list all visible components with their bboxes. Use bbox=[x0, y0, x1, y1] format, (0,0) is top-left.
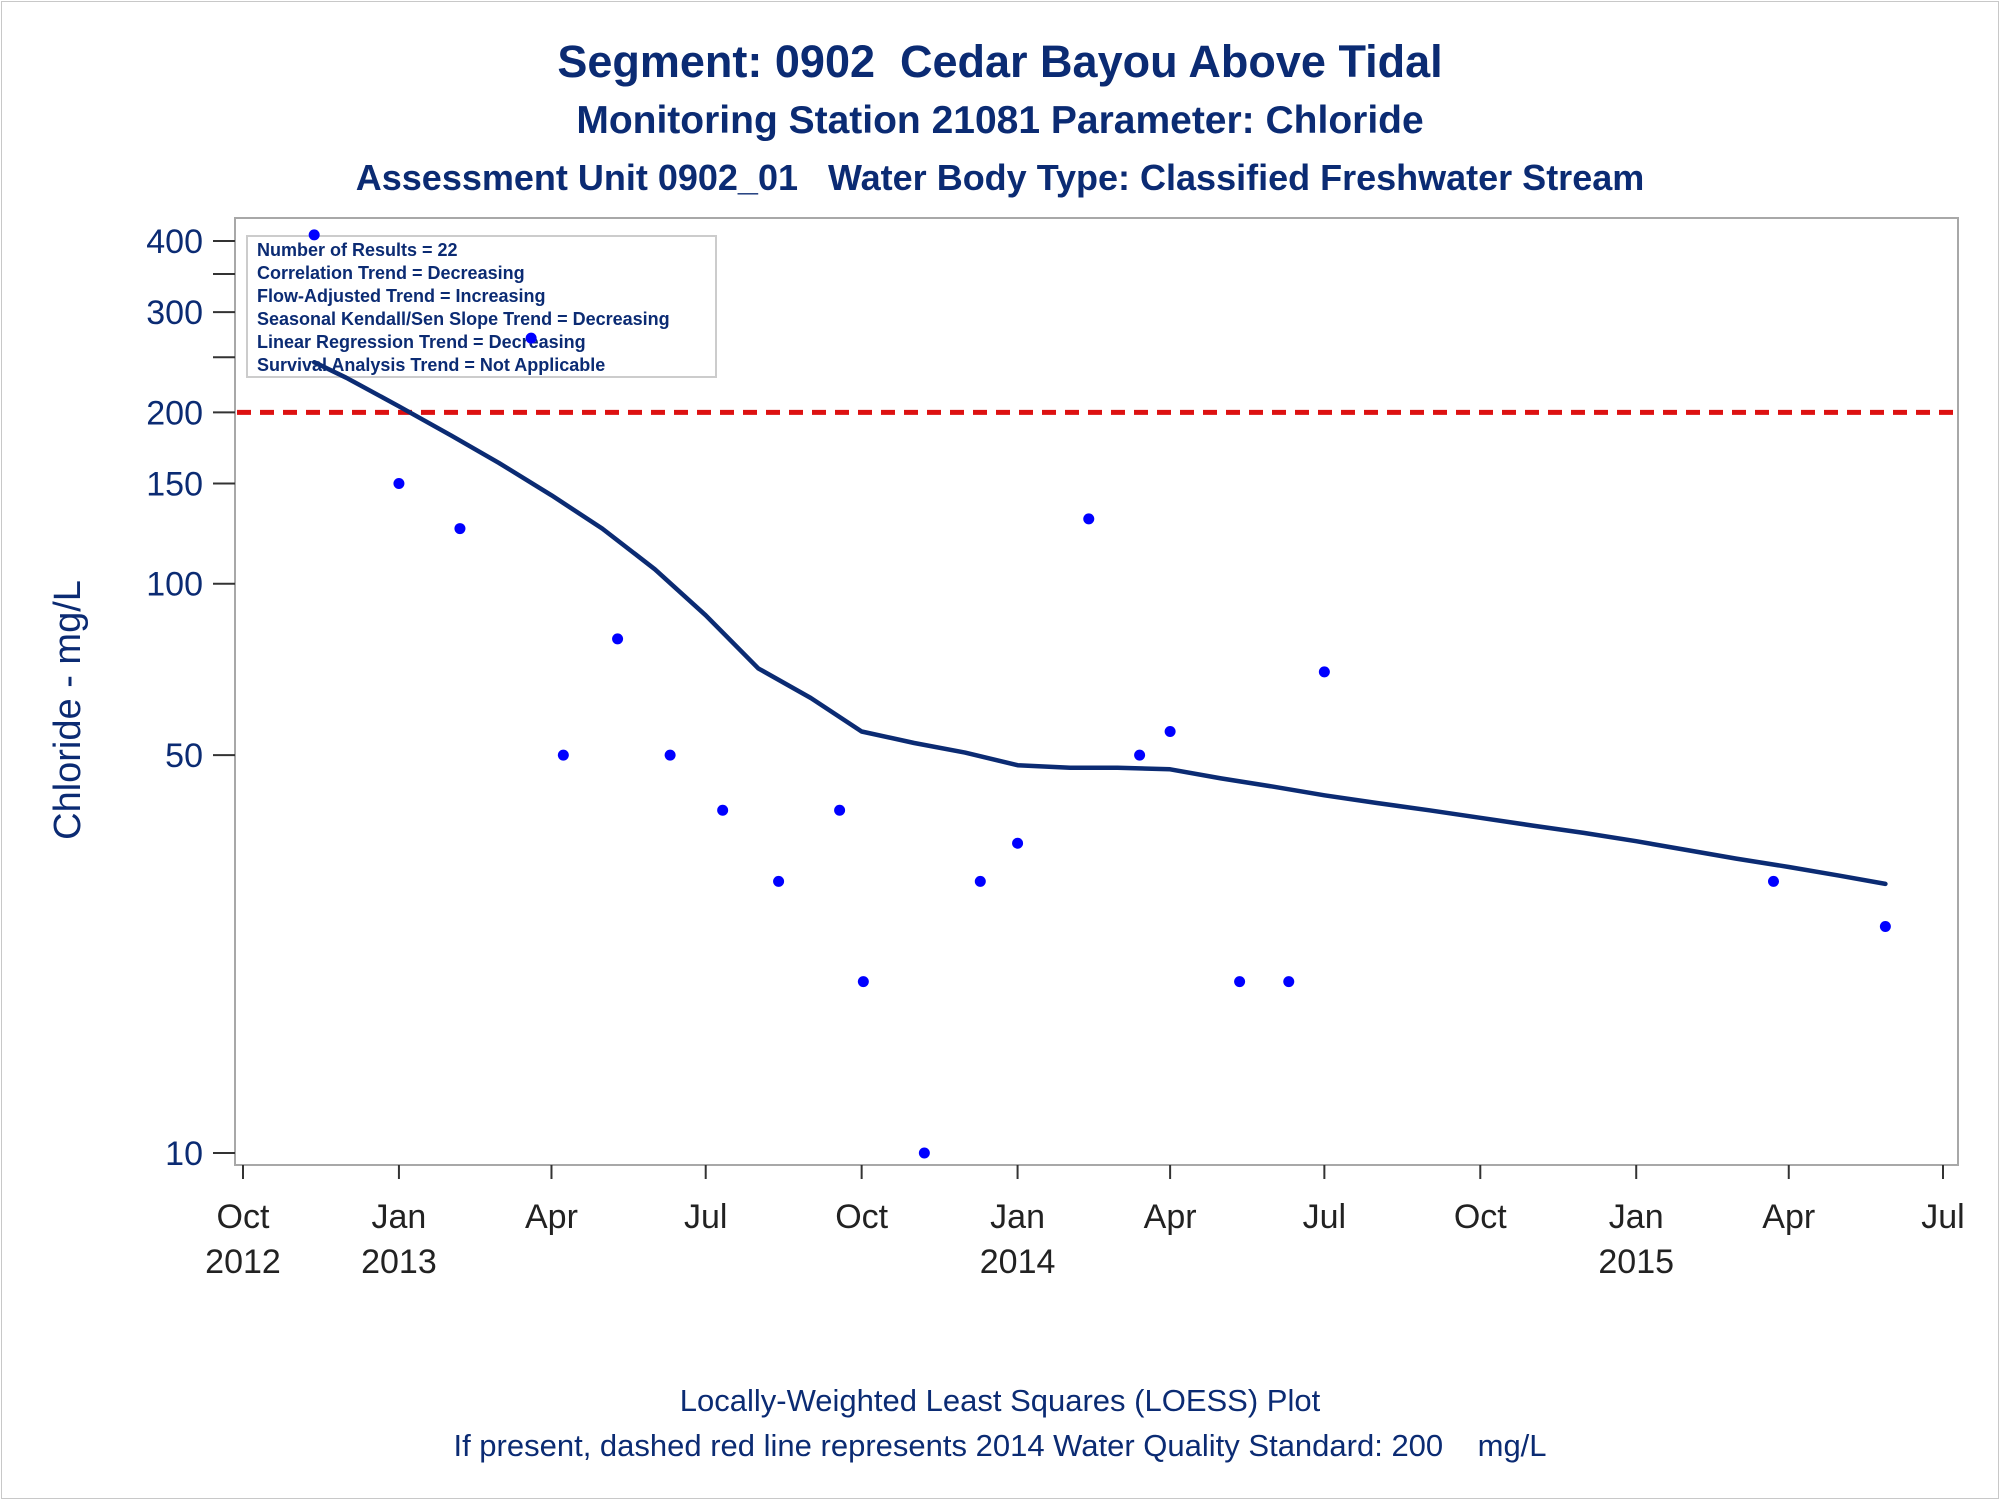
y-tick-label-400: 400 bbox=[146, 223, 203, 261]
stats-line-3: Seasonal Kendall/Sen Slope Trend = Decre… bbox=[257, 309, 670, 329]
data-point-15 bbox=[1134, 749, 1146, 761]
data-point-10 bbox=[857, 976, 869, 988]
footnote-2: If present, dashed red line represents 2… bbox=[453, 1428, 1547, 1463]
x-tick-year-5: 2014 bbox=[980, 1243, 1056, 1281]
loess-group bbox=[311, 359, 1888, 887]
x-tick-label-7: Jul bbox=[1303, 1198, 1346, 1236]
plot-frame bbox=[234, 217, 1959, 1166]
data-point-2 bbox=[454, 523, 466, 535]
data-point-4 bbox=[557, 749, 569, 761]
points-group bbox=[308, 229, 1891, 1159]
x-tick-label-1: Jan bbox=[372, 1198, 427, 1236]
x-tick-label-10: Apr bbox=[1762, 1198, 1815, 1236]
axes-group: 10 50 100 150 200 300 400 Oct 2012 Jan 2013 Apr Jul O… bbox=[146, 217, 1965, 1281]
y-tick-label-300: 300 bbox=[146, 294, 203, 332]
x-tick-label-8: Oct bbox=[1454, 1198, 1507, 1236]
stats-line-5: Survival Analysis Trend = Not Applicable bbox=[257, 355, 605, 375]
data-point-6 bbox=[664, 749, 676, 761]
x-tick-label-5: Jan bbox=[990, 1198, 1045, 1236]
x-tick-label-9: Jan bbox=[1609, 1198, 1664, 1236]
y-tick-label-200: 200 bbox=[146, 394, 203, 432]
data-point-13 bbox=[1012, 837, 1024, 849]
stats-box-frame bbox=[246, 235, 717, 378]
x-tick-label-4: Oct bbox=[835, 1198, 888, 1236]
data-point-18 bbox=[1283, 976, 1295, 988]
x-tick-year-0: 2012 bbox=[205, 1243, 281, 1281]
data-point-7 bbox=[717, 804, 729, 816]
data-point-20 bbox=[1768, 875, 1780, 887]
data-point-16 bbox=[1164, 726, 1176, 738]
data-point-12 bbox=[974, 875, 986, 887]
data-point-0 bbox=[308, 229, 320, 241]
loess-line bbox=[311, 359, 1888, 887]
stats-box: Number of Results = 22 Correlation Trend … bbox=[246, 235, 717, 378]
data-point-8 bbox=[773, 875, 785, 887]
footnote-1: Locally-Weighted Least Squares (LOESS) P… bbox=[679, 1383, 1321, 1418]
stats-line-2: Flow-Adjusted Trend = Increasing bbox=[257, 286, 546, 306]
chart-title: Segment: 0902 Cedar Bayou Above Tidal bbox=[557, 36, 1443, 87]
chart-subtitle: Monitoring Station 21081 Parameter: Chlo… bbox=[576, 99, 1424, 142]
x-tick-label-2: Apr bbox=[525, 1198, 578, 1236]
stats-line-0: Number of Results = 22 bbox=[257, 240, 458, 260]
x-tick-year-9: 2015 bbox=[1598, 1243, 1674, 1281]
data-point-5 bbox=[612, 633, 624, 645]
y-axis-label: Chloride - mg/L bbox=[47, 580, 89, 840]
y-tick-label-150: 150 bbox=[146, 465, 203, 503]
data-point-11 bbox=[918, 1147, 930, 1159]
data-point-9 bbox=[834, 804, 846, 816]
x-tick-label-0: Oct bbox=[217, 1198, 270, 1236]
data-point-21 bbox=[1879, 920, 1891, 932]
x-tick-year-1: 2013 bbox=[361, 1243, 437, 1281]
x-tick-label-3: Jul bbox=[684, 1198, 727, 1236]
y-tick-label-10: 10 bbox=[165, 1135, 203, 1173]
x-tick-label-11: Jul bbox=[1921, 1198, 1964, 1236]
stats-line-4: Linear Regression Trend = Decreasing bbox=[257, 332, 586, 352]
data-point-17 bbox=[1234, 976, 1246, 988]
y-tick-label-100: 100 bbox=[146, 566, 203, 604]
data-point-3 bbox=[525, 332, 537, 344]
x-tick-label-6: Apr bbox=[1144, 1198, 1197, 1236]
data-point-19 bbox=[1318, 666, 1330, 678]
chart-subtitle-2: Assessment Unit 0902_01 Water Body Type:… bbox=[355, 157, 1645, 198]
data-point-1 bbox=[393, 477, 405, 489]
y-tick-label-50: 50 bbox=[165, 737, 203, 775]
stats-line-1: Correlation Trend = Decreasing bbox=[257, 263, 525, 283]
data-point-14 bbox=[1083, 513, 1095, 525]
